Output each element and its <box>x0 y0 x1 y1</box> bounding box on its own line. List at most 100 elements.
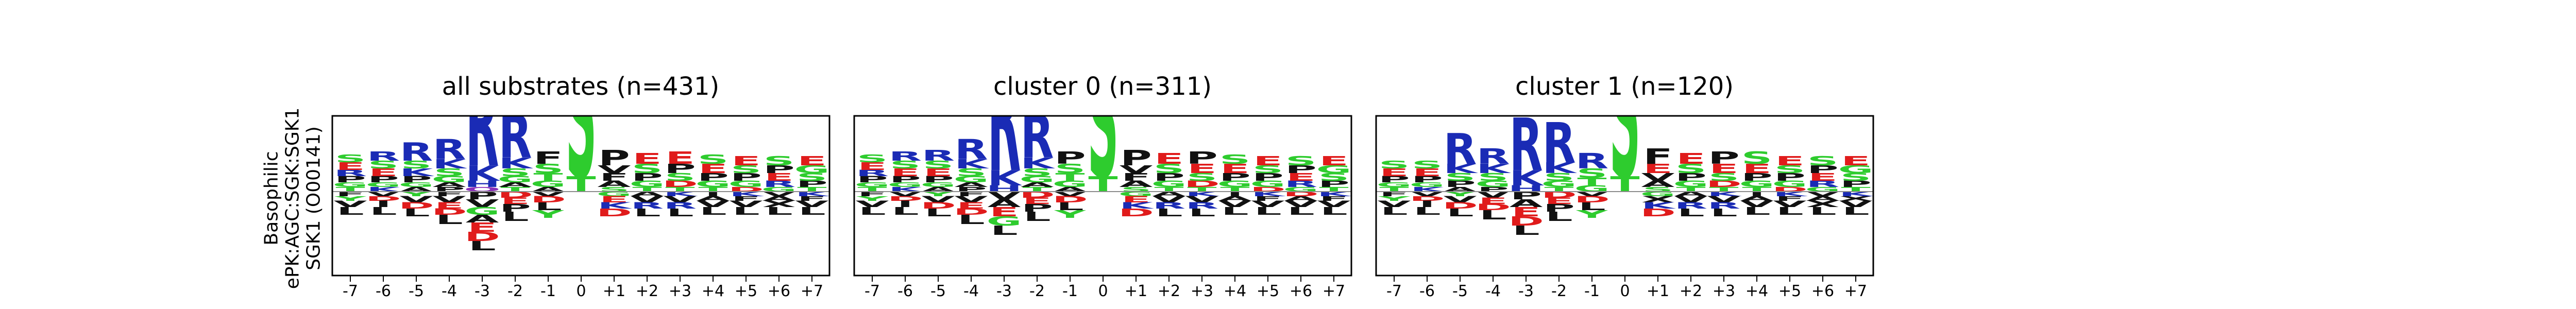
logo-letter: E <box>1319 153 1348 168</box>
logo-letter: R <box>400 138 433 167</box>
logo-letter: E <box>599 195 629 204</box>
logo-letter: G <box>1640 191 1676 198</box>
x-tick-label: +5 <box>1778 282 1801 300</box>
logo-letter: D <box>596 207 632 219</box>
logo-letter: V <box>889 191 923 198</box>
logo-letter: A <box>697 195 731 202</box>
logo-letter: K <box>1773 191 1809 198</box>
x-tick-label: 0 <box>576 282 586 300</box>
logo-letter: A <box>598 179 631 189</box>
logo-letter: P <box>697 171 728 183</box>
logo-letter: R <box>1477 144 1510 169</box>
logo-letter: G <box>1410 181 1445 188</box>
logo-letter: R <box>1444 125 1477 174</box>
logo-letter: A <box>466 213 499 225</box>
logo-letter: R <box>1575 149 1609 174</box>
logo-letter: G <box>1838 163 1874 176</box>
logo-letter: V <box>697 199 730 209</box>
logo-letter: H <box>464 179 500 189</box>
logo-letter: I <box>375 199 391 209</box>
logo-letter: P <box>1252 171 1283 183</box>
logo-letter: S <box>1154 161 1184 176</box>
logo-letter: A <box>631 191 665 198</box>
logo-letter: E <box>956 201 986 211</box>
x-tick-label: -1 <box>1062 282 1078 300</box>
logo-letter: T <box>1055 171 1085 183</box>
logo-letter: L <box>1413 205 1440 217</box>
logo-letter: S <box>1675 161 1706 176</box>
logo-letter: G <box>1541 179 1577 189</box>
logo-letter: D <box>1640 207 1676 219</box>
logo-letter: K <box>466 161 501 186</box>
x-tick-label: -5 <box>930 282 946 300</box>
logo-letter: E <box>923 166 953 179</box>
logo-letter: V <box>367 191 401 198</box>
logo-letter: D <box>464 229 500 244</box>
logo-letter: S <box>923 159 954 171</box>
logo-letter: R <box>664 201 697 211</box>
logo-letter: X <box>762 199 796 209</box>
logo-letter: V <box>1284 199 1318 209</box>
logo-letter: G <box>1739 179 1775 189</box>
logo-letter: A <box>1153 191 1187 198</box>
logo-letter: Y <box>1054 208 1086 220</box>
logo-letter: V <box>1477 190 1510 200</box>
row-label-line-2: ePK:AGC:SGK:SGK1 <box>282 108 303 289</box>
logo-letter: K <box>1543 159 1578 177</box>
x-axis: -7 -6 -5 -4 -3 -2 -1 0 +1 +2 +3 +4 +5 +6 +7 <box>343 276 823 300</box>
logo-letter: I <box>897 199 913 209</box>
logo-letter: L <box>1320 205 1347 217</box>
logo-letter: D <box>1574 195 1610 204</box>
logo-letter: E <box>1220 161 1249 176</box>
logo-letter: K <box>433 157 468 171</box>
logo-letter: S <box>632 161 663 176</box>
x-tick-label: +7 <box>1323 282 1345 300</box>
x-tick-label: -3 <box>474 282 490 300</box>
logo-letter: F <box>335 191 365 198</box>
logo-letter: F <box>434 191 464 198</box>
logo-letter: A <box>1120 179 1153 189</box>
logo-letter: S <box>1022 166 1053 179</box>
logo-letter: K <box>1641 201 1676 211</box>
logo-letter: A <box>433 181 467 188</box>
logo-letter: S <box>1187 171 1217 183</box>
logo-letter: P <box>1186 148 1217 168</box>
logo-letter: A <box>1510 197 1543 210</box>
logo-letter: S <box>665 171 696 183</box>
logo-letter: L <box>1287 205 1314 217</box>
logo-letter: S <box>1840 171 1871 183</box>
logo-letter: P <box>1411 175 1443 184</box>
x-tick-label: -4 <box>1485 282 1501 300</box>
logo-letter: A <box>1674 191 1708 198</box>
logo-letter: Y <box>1444 191 1476 198</box>
logo-letter: Y <box>1378 195 1410 202</box>
logo-letter: R <box>1674 201 1708 211</box>
logo-letter: P <box>922 175 954 184</box>
logo-letter: G <box>1772 179 1808 189</box>
logo-letter: F <box>533 148 563 168</box>
x-tick-label: +4 <box>1224 282 1246 300</box>
logo-letter: L <box>1512 223 1539 238</box>
logo-letter: F <box>599 171 629 183</box>
logo-letter: L <box>1743 205 1770 217</box>
logo-letter: D <box>1283 191 1319 198</box>
logo-letter: G <box>597 191 632 198</box>
logo-letter: P <box>1708 148 1739 168</box>
logo-letter: P <box>1378 175 1410 184</box>
logo-letter: T <box>1577 176 1607 188</box>
logo-letter: L <box>1842 205 1869 217</box>
logo-letter: P <box>631 171 663 183</box>
logo-letter: V <box>1740 199 1774 209</box>
logo-letter: V <box>922 195 955 204</box>
x-tick-label: -2 <box>1551 282 1567 300</box>
logo-letter: P <box>763 163 794 176</box>
logo-letter: L <box>1578 200 1605 213</box>
logo-letter: V <box>664 195 697 204</box>
logo-letter: K <box>1185 191 1221 198</box>
panel-title: cluster 0 (n=311) <box>993 72 1212 101</box>
logo-letter: F <box>1643 144 1672 169</box>
panel-all-substrates: all substrates (n=431) TGPRESFYVLKGPESRV… <box>331 72 831 300</box>
logo-letter: Y <box>334 195 366 202</box>
logo-letter: D <box>1508 214 1544 229</box>
logo-letter: G <box>1053 179 1088 189</box>
